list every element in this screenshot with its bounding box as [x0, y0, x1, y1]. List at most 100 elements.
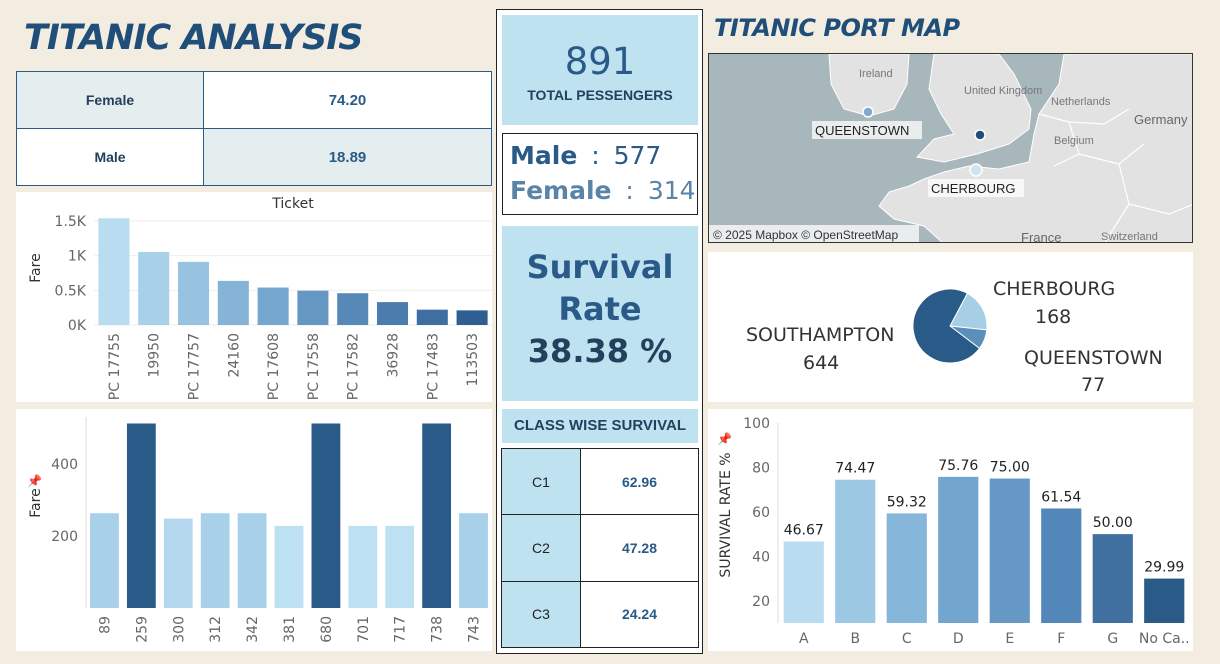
y-tick-label: 40: [752, 549, 770, 565]
y-tick-label: 0K: [68, 318, 87, 334]
y-tick-label: 60: [752, 505, 770, 521]
class-label-c3: C3: [501, 580, 581, 649]
bar-a[interactable]: [783, 541, 824, 623]
bar-738[interactable]: [422, 423, 452, 608]
cherbourg-label-bg: [928, 179, 1024, 197]
bar-b[interactable]: [835, 479, 876, 623]
x-tick-label: 717: [393, 616, 409, 643]
bar-c[interactable]: [886, 513, 927, 623]
bar-no-ca-[interactable]: [1144, 578, 1185, 623]
pin-icon[interactable]: 📌: [27, 473, 42, 488]
bar-e[interactable]: [989, 478, 1030, 623]
x-tick-label: 342: [245, 616, 261, 643]
y-tick-label: 20: [752, 594, 770, 610]
x-tick-label: D: [953, 631, 964, 647]
cabin-survival-chart: 100 80 60 40 20 A 46.67 B 74.47 C 59.32 D 75.76 E 75.0…: [717, 416, 1190, 647]
pie-label-cherbourg: CHERBOURG: [993, 278, 1116, 300]
pie-count-cherbourg: 168: [1035, 306, 1072, 328]
port-pie-chart: [912, 288, 988, 364]
gender-value-male: 18.89: [203, 128, 492, 186]
x-tick-label: No Ca..: [1139, 631, 1190, 647]
bar-pc-17608[interactable]: [257, 287, 289, 325]
pin-icon[interactable]: 📌: [717, 431, 732, 446]
cherbourg-label: CHERBOURG: [931, 181, 1016, 196]
bar-89[interactable]: [90, 513, 119, 608]
bar-342[interactable]: [237, 513, 267, 608]
x-tick-label: 259: [134, 616, 150, 643]
x-tick-label: PC 17755: [107, 333, 123, 400]
male-count-value: 577: [613, 141, 662, 170]
country-borders: [1038, 108, 1192, 242]
bar-113503[interactable]: [456, 310, 488, 325]
ireland-landmass: [828, 54, 910, 117]
bar-pc-17483[interactable]: [416, 309, 448, 325]
pie-slice-southampton[interactable]: [912, 288, 981, 364]
bar-value-label: 59.32: [887, 494, 927, 510]
port-map-canvas[interactable]: Ireland United Kingdom Netherlands Belgi…: [709, 54, 1193, 243]
x-tick-label: 19950: [147, 333, 163, 378]
passenger-fare-chart: 400 200 89 259 300 312 342 381 680 701 717 738 743 Fa…: [27, 417, 488, 643]
bar-value-label: 29.99: [1144, 560, 1184, 576]
survival-rate-label-line1: Survival: [526, 248, 674, 286]
total-passengers-card: 891 TOTAL PESSENGERS: [502, 15, 698, 125]
map-label-ireland: Ireland: [859, 68, 893, 80]
queenstown-marker[interactable]: [862, 106, 874, 118]
bar-g[interactable]: [1092, 534, 1133, 623]
gender-fare-table: Female 74.20 Male 18.89: [16, 71, 492, 186]
x-tick-label: B: [850, 631, 860, 647]
y-tick-label: 80: [752, 460, 770, 476]
x-tick-label: PC 17608: [266, 333, 282, 400]
bar-value-label: 61.54: [1041, 489, 1081, 505]
pie-count-queenstown: 77: [1081, 374, 1106, 396]
bar-pc-17757[interactable]: [177, 261, 210, 325]
pie-label-southampton: SOUTHAMPTON: [746, 324, 895, 346]
y-axis-title: Fare: [28, 253, 44, 282]
bar-300[interactable]: [163, 518, 193, 608]
bar-36928[interactable]: [376, 302, 409, 325]
class-value-c3: 24.24: [580, 580, 699, 649]
bar-259[interactable]: [126, 423, 156, 608]
survival-rate-label-line2: Rate: [558, 290, 642, 328]
x-tick-label: C: [902, 631, 912, 647]
bar-value-label: 46.67: [784, 523, 824, 539]
cherbourg-marker[interactable]: [969, 163, 983, 177]
bar-f[interactable]: [1041, 508, 1082, 623]
bar-717[interactable]: [385, 525, 415, 608]
pie-count-southampton: 644: [803, 352, 840, 374]
bar-d[interactable]: [938, 476, 979, 623]
port-map[interactable]: Ireland United Kingdom Netherlands Belgi…: [708, 53, 1193, 243]
bar-381[interactable]: [274, 525, 304, 608]
bar-701[interactable]: [348, 525, 378, 608]
class-label-c2: C2: [501, 514, 581, 582]
bar-24160[interactable]: [217, 280, 249, 325]
bar-pc-17755[interactable]: [98, 218, 130, 325]
y-tick-label: 1.5K: [55, 214, 87, 230]
x-tick-label: G: [1107, 631, 1118, 647]
map-label-united-kingdom: United Kingdom: [964, 85, 1042, 97]
bar-19950[interactable]: [138, 251, 170, 325]
x-tick-label: A: [799, 631, 809, 647]
x-tick-label: F: [1057, 631, 1065, 647]
bar-pc-17558[interactable]: [297, 290, 329, 325]
pie-slice-cherbourg[interactable]: [949, 292, 988, 331]
map-label-netherlands: Netherlands: [1051, 96, 1111, 108]
bar-312[interactable]: [200, 513, 230, 608]
female-count-row: Female : 314: [510, 176, 696, 205]
map-attribution[interactable]: © 2025 Mapbox © OpenStreetMap: [713, 228, 898, 242]
southampton-marker[interactable]: [974, 129, 986, 141]
survival-rate-card: Survival Rate 38.38 %: [502, 226, 698, 401]
total-passengers-label: TOTAL PESSENGERS: [527, 87, 673, 103]
x-tick-label: 680: [319, 616, 335, 643]
total-passengers-count: 891: [564, 40, 636, 83]
class-survival-header: CLASS WISE SURVIVAL: [502, 409, 698, 443]
bar-pc-17582[interactable]: [337, 293, 369, 325]
bar-743[interactable]: [459, 513, 488, 608]
bar-680[interactable]: [311, 423, 341, 608]
dashboard-title: TITANIC ANALYSIS: [24, 18, 363, 58]
gender-count-card: Male : 577 Female : 314: [502, 133, 698, 215]
female-count-label: Female: [510, 176, 612, 205]
x-tick-label: PC 17582: [346, 333, 362, 400]
map-label-france: France: [1021, 230, 1061, 243]
ticket-fare-chart: 1.5K 1K 0.5K 0K PC 17755 19950 PC 17757 24160 PC…: [28, 196, 492, 400]
class-value-c2: 47.28: [580, 514, 699, 582]
